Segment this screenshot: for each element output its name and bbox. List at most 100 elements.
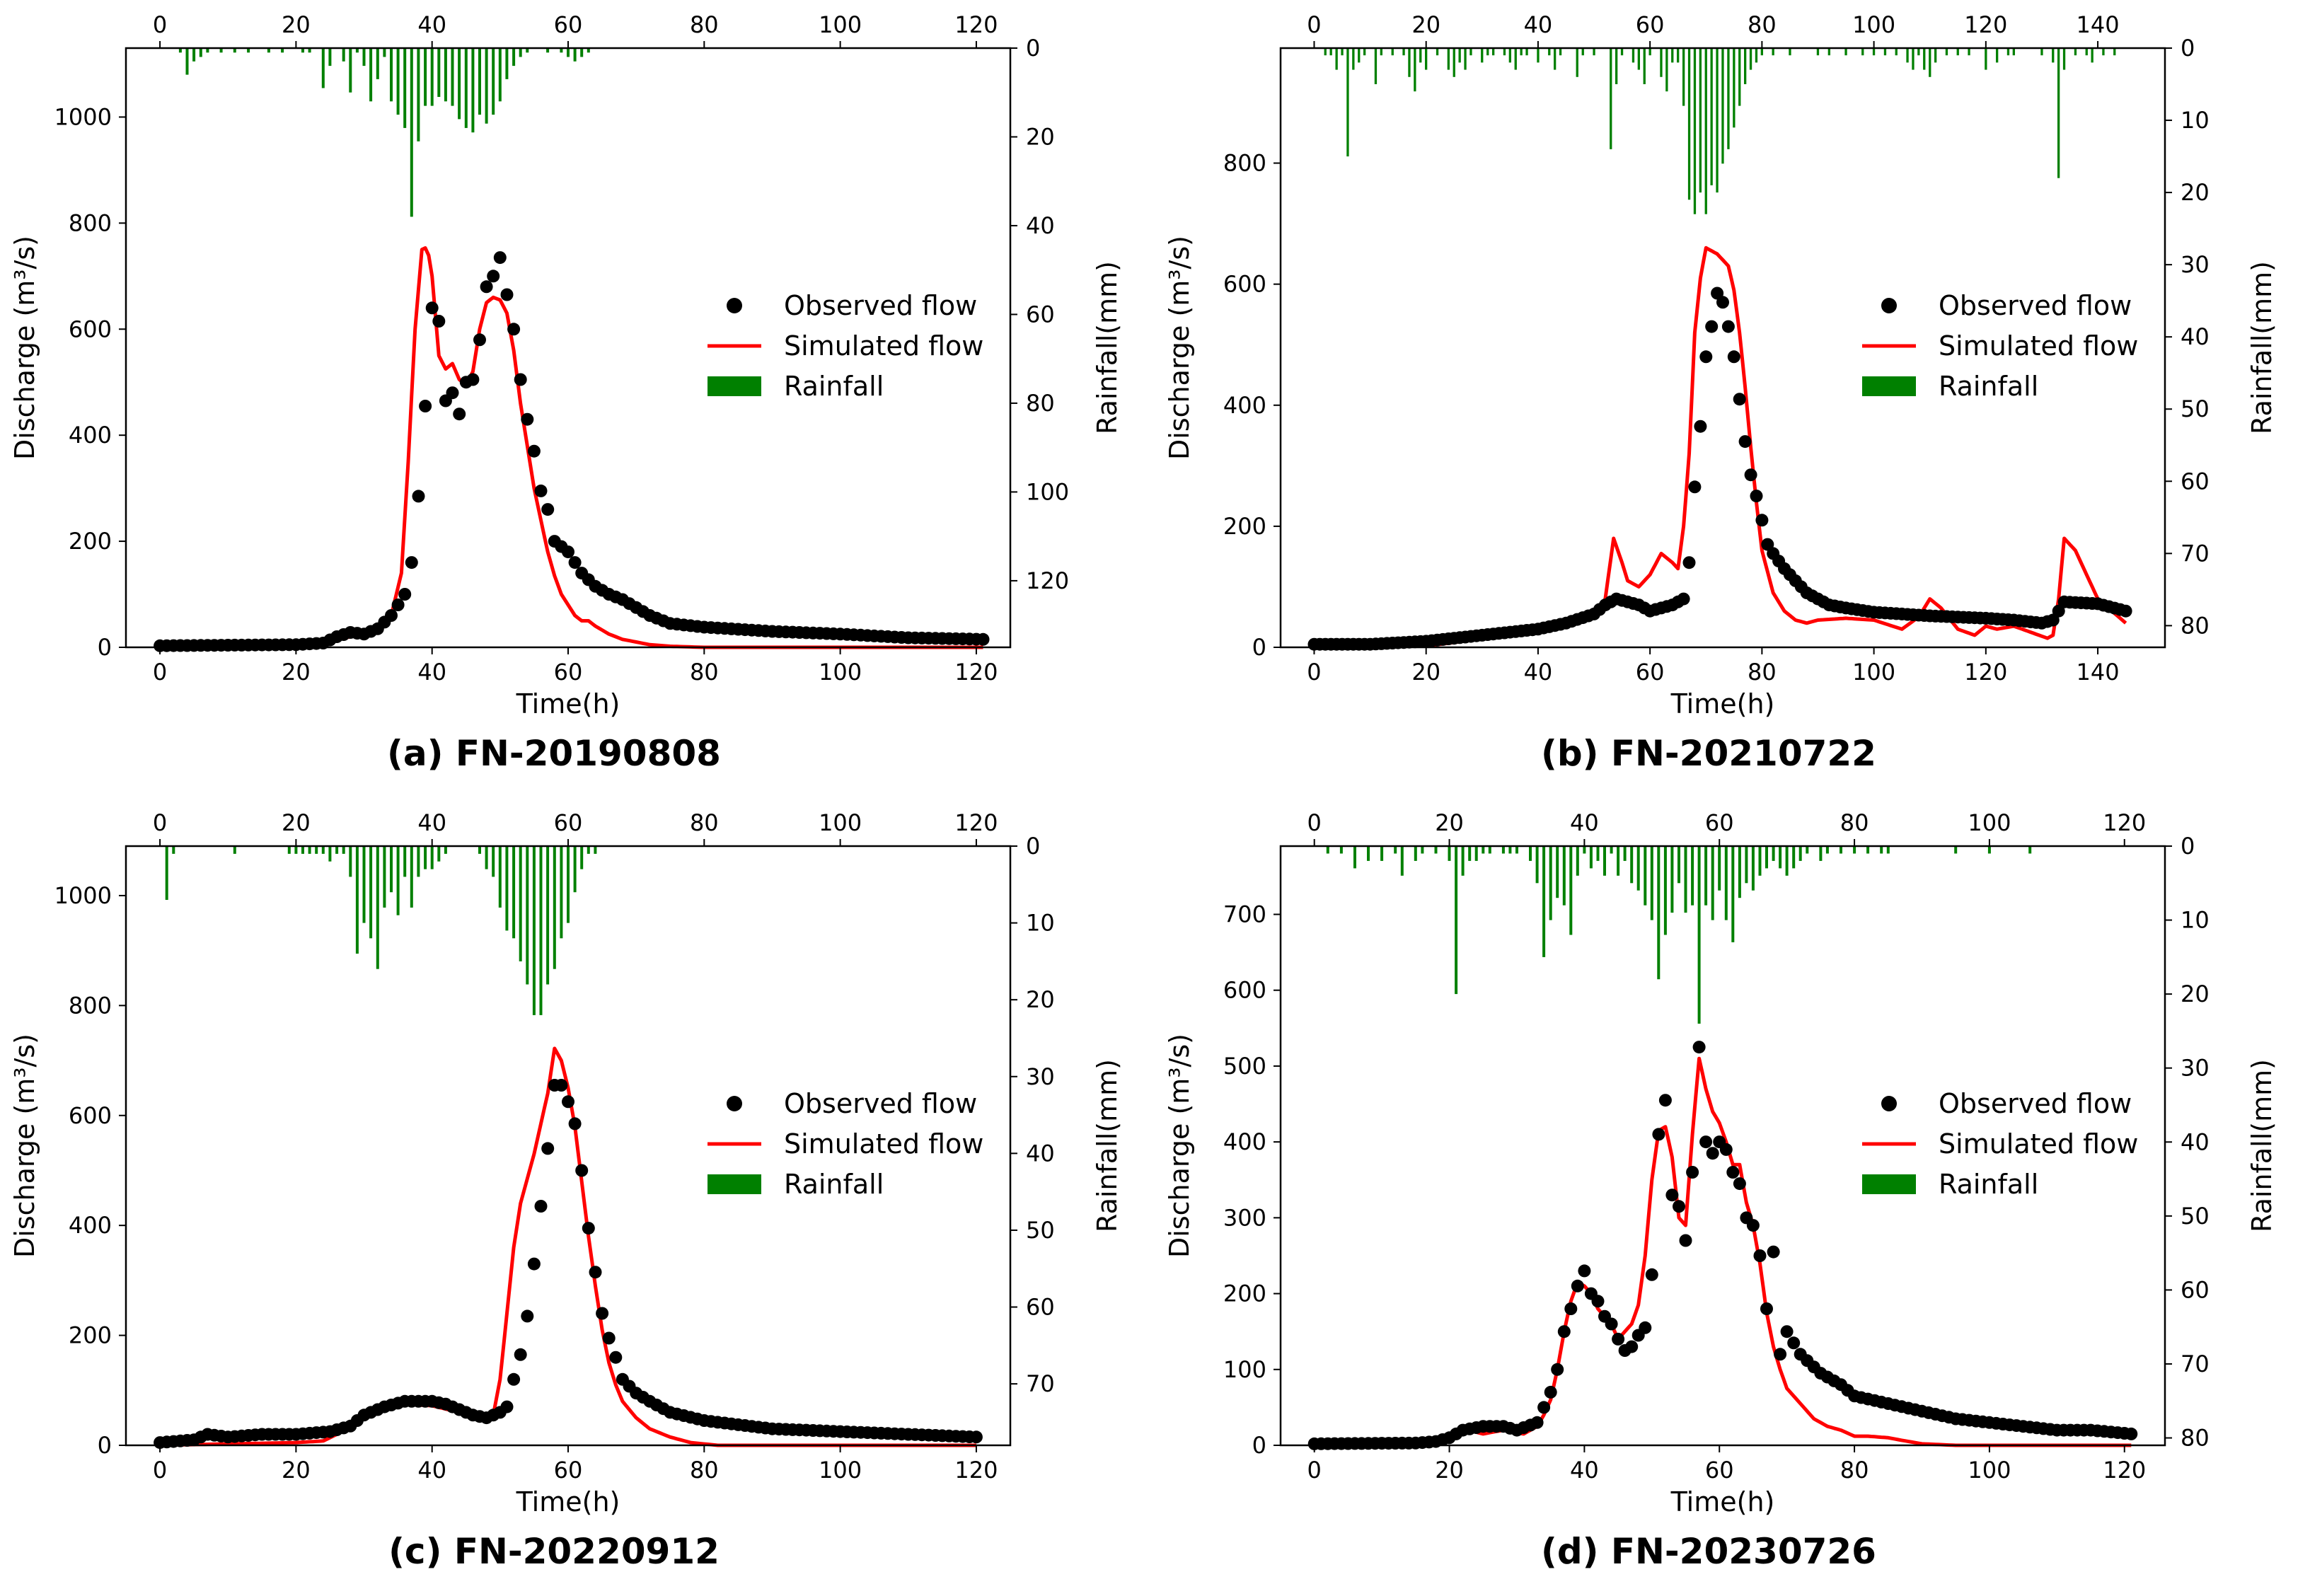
legend-rainfall-marker [708, 376, 761, 396]
observed-flow-point [1787, 1336, 1801, 1350]
x-top-tick-label: 140 [2077, 11, 2120, 38]
y-tick-label: 200 [1223, 1280, 1266, 1307]
rainfall-bar [1671, 48, 1674, 63]
rainfall-bar [1481, 48, 1484, 63]
rainfall-bar [1559, 48, 1562, 56]
rainfall-bar [1819, 846, 1823, 861]
observed-flow-point [1645, 1268, 1658, 1281]
x-top-tick-label: 80 [690, 809, 719, 836]
x-top-tick-label: 20 [282, 11, 311, 38]
y2-tick-label: 100 [1026, 478, 1069, 505]
x-tick-label: 80 [1840, 1457, 1869, 1484]
legend-rainfall-marker [708, 1174, 761, 1194]
rainfall-bar [1670, 846, 1674, 913]
y-tick-label: 600 [69, 316, 112, 342]
legend-simulated-label: Simulated flow [1939, 330, 2138, 362]
rainfall-bar [1758, 846, 1762, 876]
y2-tick-label: 80 [2181, 1425, 2210, 1452]
legend-observed-label: Observed flow [784, 290, 977, 321]
observed-flow-point [1612, 1332, 1625, 1346]
rainfall-bar [1508, 846, 1512, 854]
rainfall-bar [1861, 48, 1864, 56]
observed-flow-point [1716, 296, 1729, 309]
rainfall-bar [1912, 48, 1915, 70]
y2-tick-label: 60 [1026, 301, 1055, 328]
y2-tick-label: 10 [1026, 910, 1055, 937]
rainfall-bar [233, 846, 236, 854]
legend-observed-marker [727, 298, 742, 313]
rainfall-bar [383, 48, 386, 57]
x-top-tick-label: 40 [417, 11, 446, 38]
observed-flow-point [521, 412, 534, 426]
observed-flow-point [1753, 1249, 1767, 1262]
rainfall-bar [1657, 846, 1661, 980]
rainfall-bar [1549, 846, 1552, 920]
observed-flow-point [1726, 1166, 1740, 1179]
rainfall-bar [1650, 846, 1653, 920]
observed-flow-point [1699, 350, 1713, 364]
rainfall-bar [1400, 846, 1404, 876]
rainfall-bar [1731, 846, 1735, 942]
rainfall-bar [505, 48, 509, 79]
y2-tick-label: 20 [2181, 179, 2210, 206]
rainfall-bar [1711, 846, 1714, 920]
rainfall-bar [1968, 48, 1970, 56]
x-tick-label: 60 [1636, 659, 1665, 686]
observed-flow-point [493, 251, 507, 265]
legend-observed-label: Observed flow [1939, 290, 2132, 321]
observed-flow-point [507, 323, 521, 336]
rainfall-bar [199, 48, 202, 57]
legend-rainfall-marker [1862, 376, 1916, 396]
rainfall-bar [1798, 846, 1802, 861]
observed-flow-point [1544, 1385, 1557, 1399]
rainfall-bar [1501, 846, 1505, 854]
rainfall-bar [417, 48, 420, 141]
rainfall-bar [1677, 846, 1680, 884]
rainfall-bar [247, 48, 250, 53]
y2-tick-label: 50 [2181, 395, 2210, 422]
y-tick-label: 0 [98, 634, 112, 661]
rainfall-bar [519, 846, 522, 961]
rainfall-bar [1326, 846, 1329, 854]
x-tick-label: 0 [1307, 659, 1321, 686]
y-tick-label: 200 [1223, 513, 1266, 540]
observed-flow-point [969, 1430, 983, 1444]
rainfall-bar [233, 48, 236, 53]
rainfall-bar [1324, 48, 1327, 56]
rainfall-bar [1503, 48, 1506, 56]
y-tick-label: 800 [69, 992, 112, 1019]
y2-tick-label: 0 [1026, 35, 1040, 62]
observed-flow-point [589, 1266, 602, 1279]
plot-frame [1279, 845, 2166, 1447]
legend-rainfall-label: Rainfall [784, 1169, 884, 1200]
y2-tick-label: 70 [2181, 1351, 2210, 1377]
rainfall-bar [1895, 48, 1898, 56]
rainfall-bar [560, 48, 563, 53]
x-top-tick-label: 80 [1840, 809, 1869, 836]
observed-flow-point [1639, 1321, 1652, 1334]
y2-tick-label: 60 [2181, 468, 2210, 495]
x-axis-label: Time(h) [516, 688, 620, 719]
x-tick-label: 140 [2077, 659, 2120, 686]
rainfall-bar [301, 48, 304, 53]
x-tick-label: 100 [1968, 1457, 2011, 1484]
rainfall-bar [1514, 48, 1517, 70]
rainfall-bar [567, 48, 570, 57]
rainfall-bar [492, 48, 495, 115]
rainfall-bar [1677, 48, 1680, 63]
observed-flow-point [1605, 1317, 1618, 1331]
y-tick-label: 600 [1223, 271, 1266, 298]
observed-flow-point [1755, 514, 1769, 527]
y2-tick-label: 120 [1026, 567, 1069, 594]
rainfall-bar [1469, 48, 1472, 56]
panel-title: (d) FN-20230726 [1541, 1531, 1876, 1572]
y2-tick-label: 40 [1026, 212, 1055, 239]
rainfall-bar [165, 846, 168, 900]
x-top-tick-label: 120 [954, 11, 998, 38]
rainfall-bar [430, 846, 434, 869]
rainfall-bar [1341, 48, 1344, 56]
rainfall-bar [383, 846, 386, 908]
rainfall-bar [478, 846, 481, 854]
x-top-tick-label: 40 [1570, 809, 1599, 836]
rainfall-bar [553, 846, 556, 969]
